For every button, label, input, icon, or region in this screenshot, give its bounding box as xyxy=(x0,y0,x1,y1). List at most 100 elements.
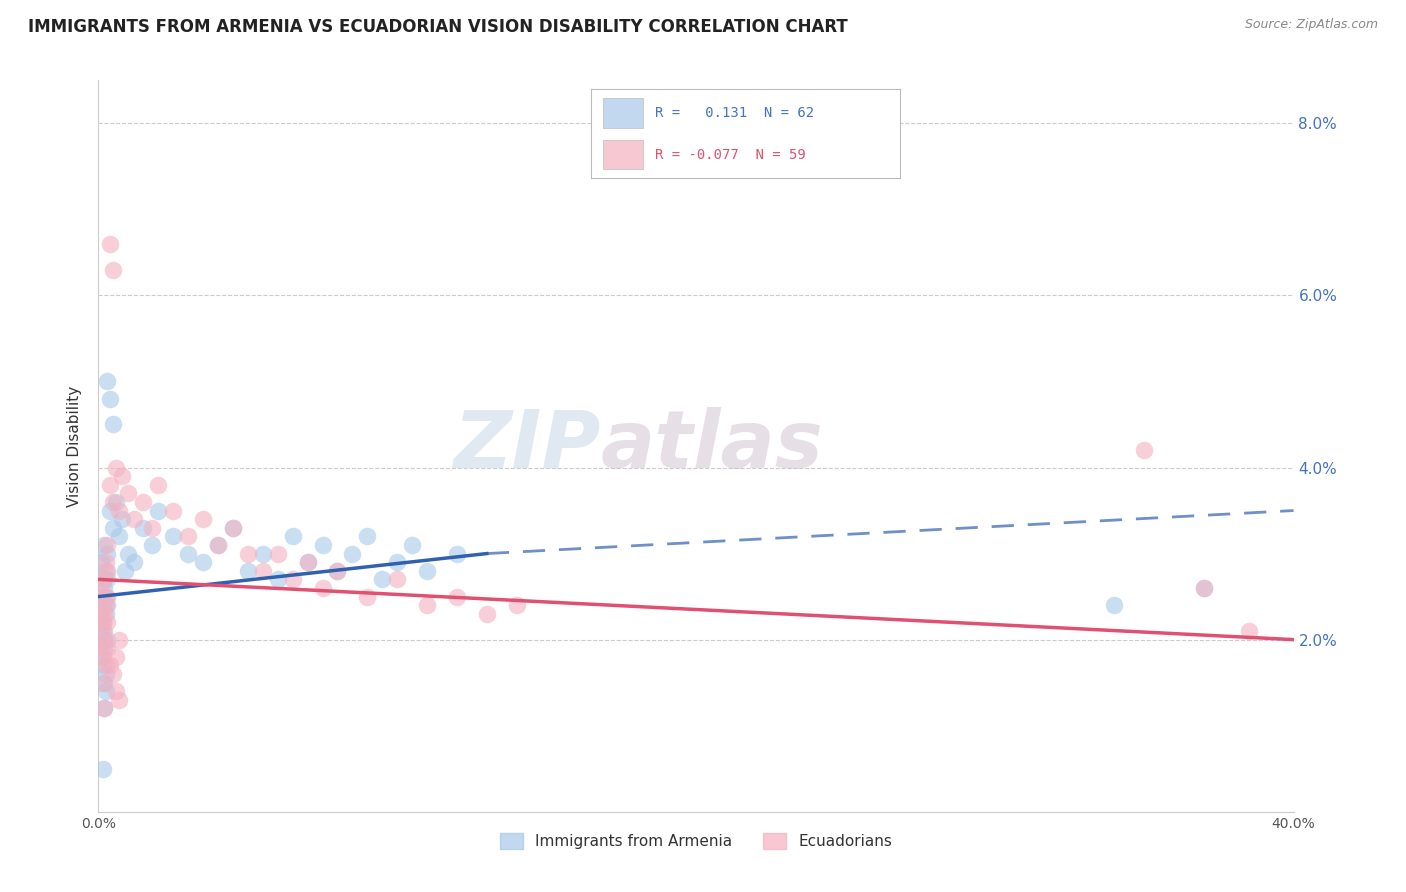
Point xyxy=(94,667,117,681)
Point xyxy=(91,590,114,604)
Point xyxy=(297,555,319,569)
Point xyxy=(103,495,125,509)
Point xyxy=(91,615,114,630)
Point xyxy=(98,392,122,406)
Point xyxy=(1237,624,1260,638)
Legend: Immigrants from Armenia, Ecuadorians: Immigrants from Armenia, Ecuadorians xyxy=(494,827,898,855)
Point xyxy=(91,658,114,673)
Point xyxy=(124,555,146,569)
Point xyxy=(1104,598,1126,612)
Point xyxy=(94,564,117,578)
Point xyxy=(132,521,155,535)
Point xyxy=(96,573,118,587)
Point xyxy=(90,641,112,656)
Point xyxy=(96,375,118,389)
Point xyxy=(96,547,118,561)
Point xyxy=(91,615,114,630)
Point xyxy=(93,641,115,656)
Point xyxy=(141,521,163,535)
Point xyxy=(90,590,112,604)
Point xyxy=(96,598,118,612)
Point xyxy=(311,581,333,595)
Point xyxy=(117,486,139,500)
Point xyxy=(162,503,184,517)
Point xyxy=(252,564,274,578)
Point xyxy=(90,615,112,630)
Point xyxy=(117,547,139,561)
Point xyxy=(94,555,117,569)
Point xyxy=(446,590,468,604)
Point xyxy=(177,547,200,561)
Text: atlas: atlas xyxy=(600,407,823,485)
Point xyxy=(108,503,131,517)
Point xyxy=(342,547,364,561)
Point xyxy=(148,503,170,517)
Point xyxy=(267,547,290,561)
Point xyxy=(114,564,136,578)
Point xyxy=(207,538,229,552)
Point xyxy=(103,667,125,681)
Point xyxy=(475,607,498,621)
Point xyxy=(236,564,259,578)
Point xyxy=(385,573,409,587)
Point xyxy=(148,477,170,491)
Point xyxy=(132,495,155,509)
Bar xyxy=(603,98,643,128)
Point xyxy=(91,762,114,776)
Point xyxy=(311,538,333,552)
Point xyxy=(446,547,468,561)
Point xyxy=(506,598,529,612)
Point xyxy=(356,529,378,543)
Point xyxy=(105,649,128,664)
Point xyxy=(385,555,409,569)
Point xyxy=(281,573,304,587)
Point xyxy=(416,598,439,612)
Point xyxy=(91,649,114,664)
Point xyxy=(401,538,423,552)
Point xyxy=(105,495,128,509)
Point xyxy=(96,632,118,647)
Point xyxy=(222,521,245,535)
Point xyxy=(91,675,114,690)
Point xyxy=(326,564,349,578)
Point xyxy=(1192,581,1215,595)
Point xyxy=(98,503,122,517)
Point xyxy=(93,632,115,647)
Point xyxy=(103,417,125,432)
Point xyxy=(89,624,111,638)
Y-axis label: Vision Disability: Vision Disability xyxy=(67,385,83,507)
Point xyxy=(91,598,114,612)
Point xyxy=(105,684,128,698)
Point xyxy=(93,624,115,638)
Point xyxy=(267,573,290,587)
Point xyxy=(103,262,125,277)
Text: IMMIGRANTS FROM ARMENIA VS ECUADORIAN VISION DISABILITY CORRELATION CHART: IMMIGRANTS FROM ARMENIA VS ECUADORIAN VI… xyxy=(28,18,848,36)
Point xyxy=(96,615,118,630)
Point xyxy=(141,538,163,552)
Point xyxy=(236,547,259,561)
Point xyxy=(252,547,274,561)
Point xyxy=(108,693,131,707)
Point xyxy=(326,564,349,578)
Point xyxy=(281,529,304,543)
Point xyxy=(90,607,112,621)
Point xyxy=(124,512,146,526)
Point xyxy=(1192,581,1215,595)
Point xyxy=(93,581,115,595)
Point xyxy=(96,641,118,656)
Point xyxy=(222,521,245,535)
Point xyxy=(90,555,112,569)
Point xyxy=(90,649,112,664)
Point xyxy=(207,538,229,552)
Point xyxy=(111,512,134,526)
Point xyxy=(91,573,114,587)
Point xyxy=(93,607,115,621)
Point xyxy=(93,538,115,552)
Point xyxy=(111,469,134,483)
Point xyxy=(356,590,378,604)
Text: ZIP: ZIP xyxy=(453,407,600,485)
Point xyxy=(93,675,115,690)
Text: R = -0.077  N = 59: R = -0.077 N = 59 xyxy=(655,148,806,162)
Point xyxy=(90,581,112,595)
Point xyxy=(162,529,184,543)
